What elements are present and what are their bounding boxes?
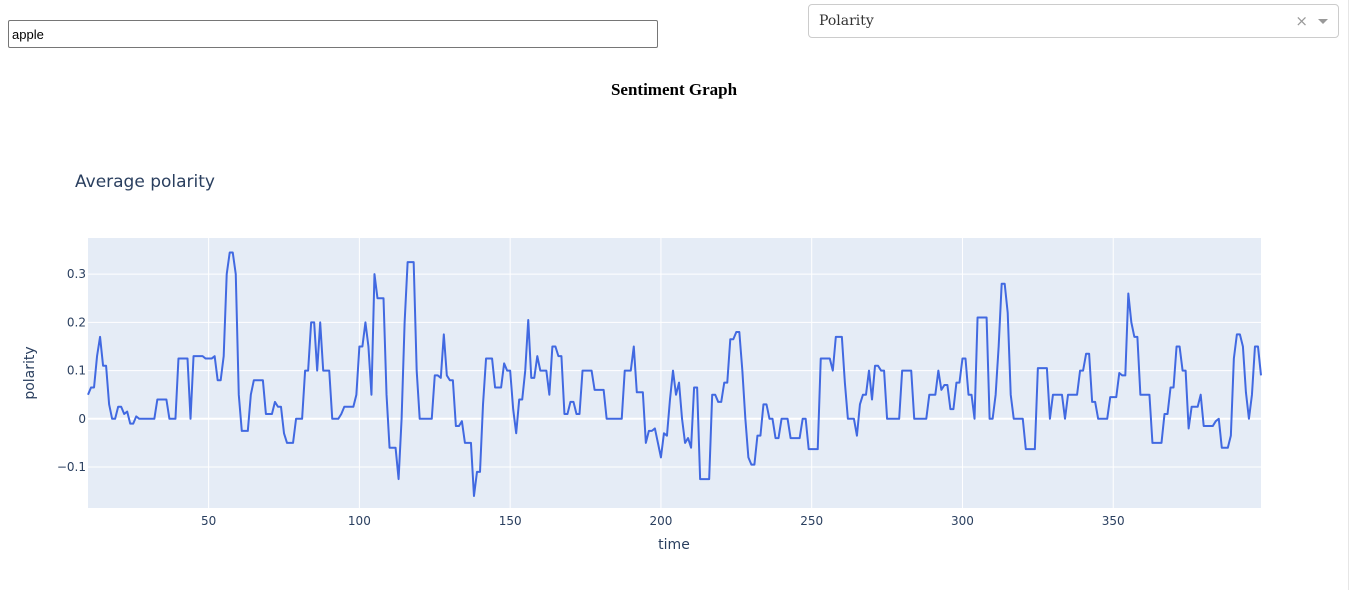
search-input[interactable] — [8, 20, 658, 48]
y-tick-label: −0.1 — [57, 460, 86, 474]
x-tick-label: 300 — [951, 514, 974, 528]
x-axis-label: time — [658, 537, 690, 553]
plot-area[interactable] — [88, 238, 1261, 508]
metric-dropdown[interactable]: Polarity × — [808, 4, 1339, 38]
dropdown-selected-value: Polarity — [819, 13, 874, 29]
chevron-down-icon[interactable] — [1318, 19, 1328, 24]
close-icon[interactable]: × — [1295, 12, 1308, 30]
y-tick-label: 0.1 — [67, 364, 86, 378]
y-tick-label: 0.3 — [67, 267, 86, 281]
series-line-polarity — [87, 251, 1262, 497]
page-title: Sentiment Graph — [610, 80, 738, 99]
page-edge-divider — [1348, 0, 1349, 590]
x-tick-label: 250 — [800, 514, 823, 528]
x-axis-ticks: 50 100 150 200 250 300 350 — [201, 514, 1125, 528]
y-tick-label: 0 — [78, 412, 86, 426]
x-tick-label: 150 — [499, 514, 522, 528]
y-axis-label: polarity — [22, 346, 38, 399]
x-tick-label: 100 — [348, 514, 371, 528]
x-tick-label: 350 — [1102, 514, 1125, 528]
x-tick-label: 50 — [201, 514, 216, 528]
polarity-line-chart: Average polarity 50 100 150 200 250 300 350 −0… — [22, 172, 1262, 553]
x-tick-label: 200 — [649, 514, 672, 528]
y-axis-ticks: −0.1 0 0.1 0.2 0.3 — [57, 267, 86, 474]
y-tick-label: 0.2 — [67, 315, 86, 329]
chart-title: Average polarity — [75, 172, 215, 192]
